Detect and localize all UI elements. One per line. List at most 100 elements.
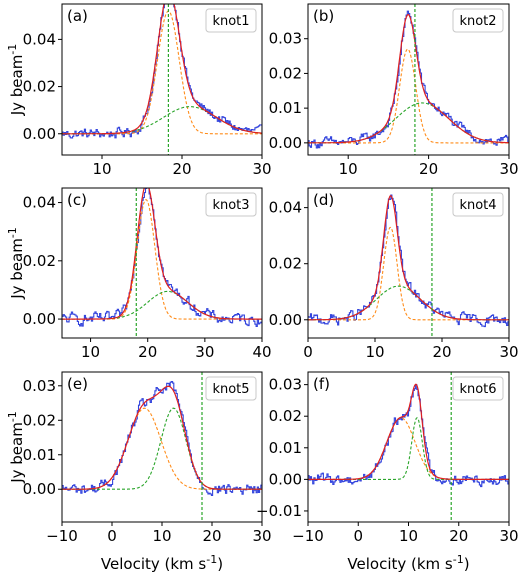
x-axis-label: Velocity (km s-1) [347, 553, 469, 574]
y-tick-label: 0.02 [23, 78, 56, 96]
svg-text:knot2: knot2 [459, 14, 496, 29]
x-tick-label: 20 [449, 527, 468, 545]
plot-area [62, 4, 262, 155]
x-tick-label: 40 [252, 343, 271, 361]
total-fit [62, 4, 262, 135]
panel-letter: (d) [313, 191, 334, 209]
plot-area [308, 188, 509, 338]
observed-spectrum [308, 384, 509, 488]
svg-text:knot3: knot3 [212, 198, 249, 213]
y-tick-label: 0.01 [269, 439, 302, 457]
y-tick-label: 0.00 [23, 480, 56, 498]
x-tick-label: 30 [252, 160, 271, 178]
panel-letter: (a) [67, 7, 88, 25]
y-tick-label: 0.02 [23, 252, 56, 270]
y-axis-label: Jy beam-1 [6, 44, 27, 117]
x-tick-label: 30 [499, 160, 518, 178]
axes-frame [61, 3, 263, 156]
x-tick-label: 20 [202, 527, 221, 545]
y-tick-label: 0.00 [269, 311, 302, 329]
broad-component-fit [308, 417, 509, 480]
broad-component-fit [308, 102, 509, 144]
x-tick-label: 30 [499, 343, 518, 361]
x-axis-label: Velocity (km s-1) [101, 553, 223, 574]
x-tick-label: 10 [92, 160, 111, 178]
y-axis-label: Jy beam-1 [6, 227, 27, 300]
narrow-component-fit [308, 48, 509, 144]
svg-text:knot4: knot4 [459, 198, 496, 213]
y-tick-label: 0.00 [269, 134, 302, 152]
plot-area [308, 4, 509, 155]
narrow-component-fit [62, 407, 262, 490]
x-tick-label: 20 [172, 160, 191, 178]
observed-spectrum [62, 381, 262, 496]
y-tick-label: 0.04 [23, 30, 56, 48]
x-tick-label: 20 [432, 343, 451, 361]
x-tick-label: 20 [419, 160, 438, 178]
knot-label: knot3 [205, 192, 257, 217]
y-tick-label: 0.04 [269, 199, 302, 217]
y-tick-label: −0.01 [256, 502, 302, 520]
x-tick-label: −10 [292, 527, 324, 545]
axes-frame [61, 187, 263, 339]
y-tick-label: 0.03 [269, 376, 302, 394]
x-tick-label: 10 [399, 527, 418, 545]
observed-spectrum [62, 188, 262, 327]
total-fit [308, 383, 509, 480]
x-tick-label: 30 [499, 527, 518, 545]
y-tick-label: 0.01 [269, 99, 302, 117]
y-tick-label: 0.02 [23, 411, 56, 429]
panel-letter: (b) [313, 7, 334, 25]
y-tick-label: 0.00 [269, 470, 302, 488]
panel-letter: (f) [313, 375, 330, 393]
plot-area [62, 372, 262, 522]
x-tick-label: 10 [365, 343, 384, 361]
svg-text:knot6: knot6 [459, 382, 496, 397]
panel-knot6: −10 0 10 20 30 −0.01 0.00 0.01 0.02 0.03 (f) knot6 V… [256, 371, 519, 574]
total-fit [62, 385, 262, 490]
x-tick-label: 10 [339, 160, 358, 178]
panel-knot2: 10 20 30 0.00 0.01 0.02 0.03 (b) knot2 [269, 3, 519, 178]
y-tick-label: 0.02 [269, 407, 302, 425]
y-tick-label: 0.01 [23, 446, 56, 464]
axes-frame [307, 187, 510, 339]
panel-knot4: 0 10 20 30 0.00 0.02 0.04 (d) knot4 [269, 187, 519, 361]
panel-letter: (c) [67, 191, 87, 209]
total-fit [308, 13, 509, 144]
broad-component-fit [308, 285, 509, 321]
knot-label: knot6 [452, 376, 504, 401]
y-tick-label: 0.03 [23, 377, 56, 395]
x-tick-label: −10 [46, 527, 78, 545]
narrow-component-fit [62, 10, 262, 135]
x-tick-label: 0 [353, 527, 363, 545]
narrow-component-fit [308, 226, 509, 321]
x-tick-label: 10 [152, 527, 171, 545]
y-tick-label: 0.00 [23, 310, 56, 328]
x-tick-label: 30 [252, 527, 271, 545]
y-tick-label: 0.02 [269, 255, 302, 273]
svg-text:knot1: knot1 [212, 14, 249, 29]
panel-knot3: 10 20 30 40 0.00 0.02 0.04 (c) knot3 Jy beam-1 [6, 187, 272, 361]
x-tick-label: 20 [138, 343, 157, 361]
y-tick-label: 0.03 [269, 30, 302, 48]
broad-component-fit [62, 407, 262, 490]
panel-knot1: 10 20 30 0.00 0.02 0.04 (a) knot1 Jy beam-1 [6, 3, 272, 178]
knot-label: knot1 [205, 8, 257, 33]
plot-area [308, 372, 509, 522]
knot-label: knot5 [205, 376, 257, 401]
x-tick-label: 30 [195, 343, 214, 361]
x-tick-label: 10 [81, 343, 100, 361]
y-tick-label: 0.00 [23, 125, 56, 143]
x-tick-label: 0 [303, 343, 313, 361]
panel-knot5: −10 0 10 20 30 0.00 0.01 0.02 0.03 (e) knot5 Jy bea… [6, 371, 272, 574]
panel-letter: (e) [67, 375, 88, 393]
axes-frame [307, 3, 510, 156]
y-axis-label: Jy beam-1 [6, 411, 27, 484]
knot-label: knot2 [452, 8, 504, 33]
total-fit [308, 194, 509, 321]
narrow-component-fit [62, 199, 262, 320]
y-tick-label: 0.04 [23, 194, 56, 212]
knot-label: knot4 [452, 192, 504, 217]
total-fit [62, 188, 262, 320]
